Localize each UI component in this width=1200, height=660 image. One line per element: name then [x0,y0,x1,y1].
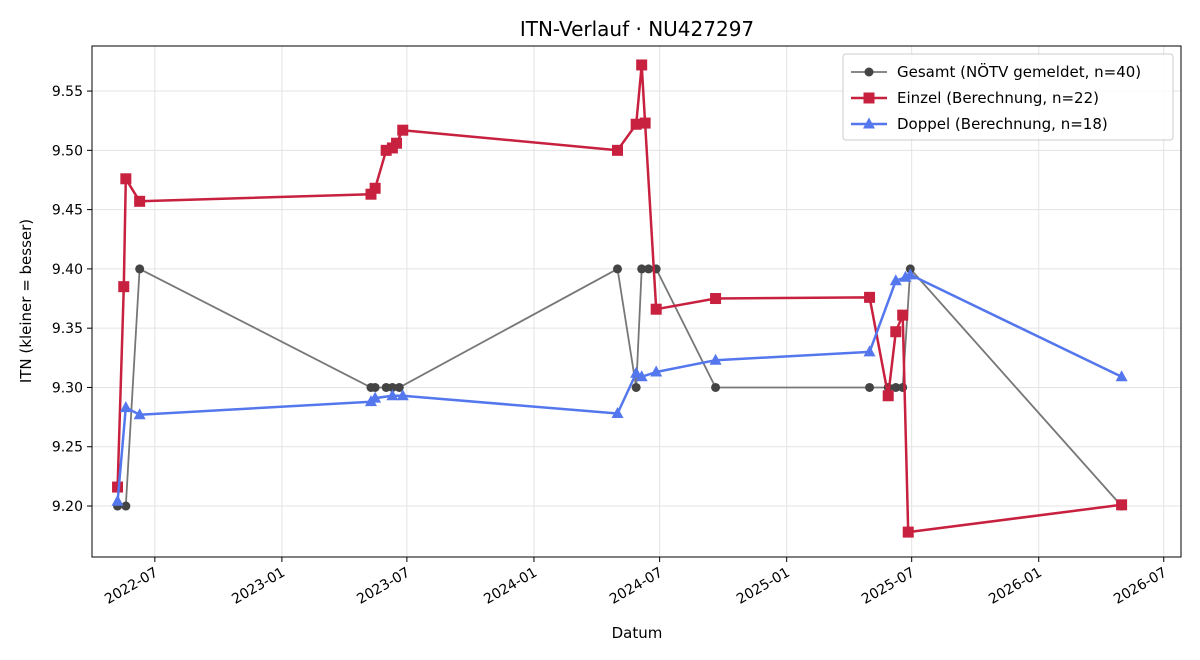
legend-entry: Einzel (Berechnung, n=22) [897,89,1099,107]
data-point [112,481,124,493]
legend-box [842,53,1174,141]
data-point [135,264,145,274]
data-point [637,264,647,274]
data-point [391,137,403,149]
data-point [381,382,391,392]
data-point [1116,499,1128,511]
x-axis-label: Datum [612,624,663,642]
data-point [134,195,146,207]
data-point [889,274,902,286]
y-axis-label: ITN (kleiner = besser) [17,219,35,383]
data-point [397,124,409,136]
y-tick-label: 9.25 [52,440,83,456]
data-point [631,382,641,392]
series-line [116,63,1122,534]
data-point [710,293,722,305]
x-tick-label: 2024-07 [607,565,666,608]
plot-frame [91,45,1182,558]
data-point [897,309,909,321]
series-layer [111,59,1128,538]
data-point [111,494,124,506]
data-point [119,401,132,413]
y-tick-label: 9.30 [52,380,83,396]
data-point [387,382,397,392]
data-point [711,382,721,392]
data-point [865,382,875,392]
x-tick-label: 2026-07 [1111,565,1170,608]
data-point [394,382,404,392]
data-point [635,370,648,382]
x-tick-label: 2025-01 [734,565,793,608]
data-point [636,59,648,71]
grid-lines [92,46,1181,557]
data-point [386,389,399,401]
data-point [630,118,642,130]
legend-marker [863,92,875,104]
data-point [1115,370,1128,382]
y-tick-label: 9.50 [52,143,83,159]
data-point [902,526,914,538]
chart-title: ITN-Verlauf · NU427297 [520,17,754,41]
data-point [650,303,662,315]
y-tick-label: 9.55 [52,84,83,100]
data-point [611,407,624,419]
data-point [904,268,917,280]
data-point [882,390,894,402]
data-point [380,144,392,156]
series-line [116,273,1123,502]
data-point [369,182,381,194]
legend-entry: Gesamt (NÖTV gemeldet, n=40) [897,62,1141,81]
data-point [709,353,722,365]
data-point [118,281,130,293]
series-einzel [112,59,1128,538]
y-tick-label: 9.20 [52,499,83,515]
legend: Gesamt (NÖTV gemeldet, n=40) Einzel (Bere… [842,53,1174,141]
data-point [121,501,131,511]
x-axis: 2022-07 2023-01 2023-07 2024-01 2024-07 2025-… [102,557,1170,608]
data-point [396,389,409,401]
data-point [639,117,651,129]
x-tick-label: 2025-07 [859,565,918,608]
data-point [644,264,654,274]
data-point [369,391,382,403]
y-axis: 9.20 9.25 9.30 9.35 9.40 9.45 9.50 9.55 [52,84,92,515]
legend-marker [863,117,875,129]
x-tick-label: 2023-01 [229,565,288,608]
y-tick-label: 9.40 [52,262,83,278]
y-tick-label: 9.45 [52,203,83,219]
data-point [613,264,623,274]
y-tick-label: 9.35 [52,321,83,337]
data-point [650,365,663,377]
data-point [864,291,876,303]
data-point [863,345,876,357]
legend-marker [864,67,874,77]
x-tick-label: 2024-01 [481,565,540,608]
data-point [120,173,132,185]
legend-entry: Doppel (Berechnung, n=18) [897,115,1108,133]
data-point [365,188,377,200]
data-point [890,326,902,338]
x-tick-label: 2026-01 [986,565,1045,608]
data-point [133,408,146,420]
data-point [891,382,901,392]
data-point [370,382,380,392]
x-tick-label: 2023-07 [354,565,413,608]
series-doppel [111,268,1128,506]
data-point [612,144,624,156]
x-tick-label: 2022-07 [102,565,161,608]
